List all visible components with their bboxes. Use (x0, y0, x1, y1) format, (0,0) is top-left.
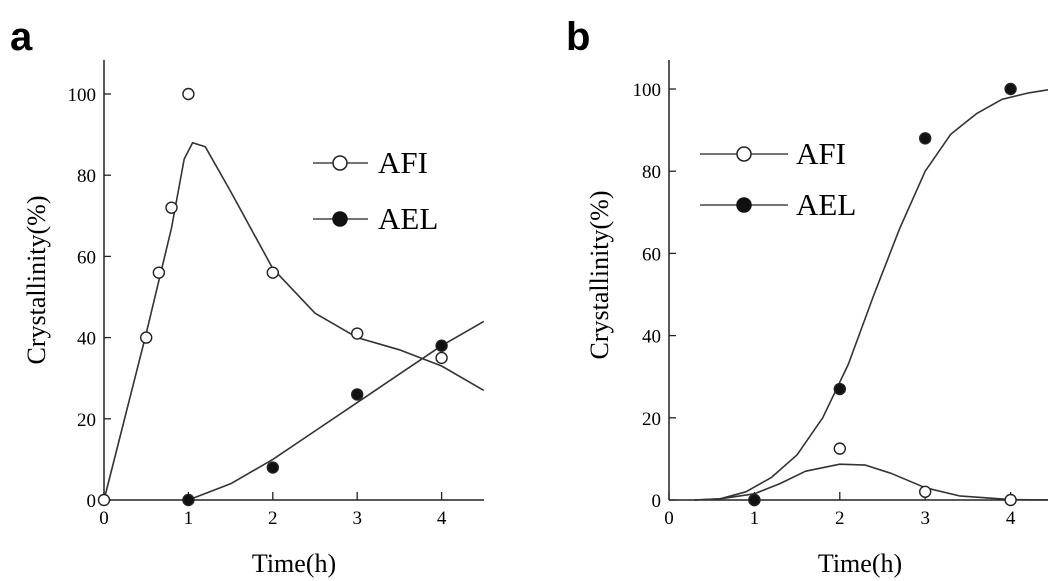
series-ael-point (919, 132, 932, 145)
x-tick-label: 0 (99, 508, 109, 529)
series-afi-point (139, 331, 153, 344)
panel-b-legend-afi: AFI (700, 136, 846, 171)
y-tick-label: 40 (642, 327, 661, 348)
panel-a-legend-afi-label: AFI (378, 145, 428, 180)
series-ael-point (182, 493, 195, 507)
panel-b-legend-afi-label: AFI (796, 136, 846, 171)
panel-b-y-axis-label: Crystallinity(%) (585, 191, 614, 360)
x-tick-label: 2 (835, 508, 845, 529)
panel-b-x-ticks: 0 1 2 3 4 (664, 492, 1016, 529)
series-ael-point (435, 339, 448, 352)
filled-circle-icon (332, 211, 348, 227)
series-afi-point (833, 442, 846, 455)
y-tick-label: 20 (77, 410, 96, 431)
panel-b-legend-ael-label: AEL (796, 187, 856, 222)
panel-b: b 0 1 2 3 4 0 20 40 60 80 100 Time(h) Crystallini… (566, 15, 1048, 578)
y-tick-label: 80 (77, 166, 96, 187)
series-afi-point (152, 266, 166, 279)
series-afi-point (182, 87, 195, 101)
panel-a-y-axis-label: Crystallinity(%) (22, 196, 51, 365)
y-tick-label: 100 (68, 85, 97, 106)
series-ael-point (833, 382, 846, 396)
panel-a-label: a (10, 15, 33, 59)
y-tick-label: 20 (642, 409, 661, 430)
panel-a-plot-area (97, 87, 485, 507)
open-circle-icon (332, 155, 348, 171)
open-circle-icon (736, 146, 752, 162)
series-afi-point (97, 493, 111, 507)
x-tick-label: 4 (1006, 508, 1016, 529)
x-tick-label: 1 (750, 508, 760, 529)
y-tick-label: 80 (642, 162, 661, 183)
series-ael-fit-line (694, 89, 1048, 501)
panel-b-legend-ael: AEL (700, 187, 856, 222)
series-ael-point (748, 493, 761, 507)
y-tick-label: 60 (642, 244, 661, 265)
y-tick-label: 40 (77, 329, 96, 350)
series-afi-point (165, 201, 178, 214)
panel-b-plot-area (694, 82, 1048, 507)
panel-b-label: b (566, 15, 590, 59)
panel-b-x-axis-label: Time(h) (818, 549, 902, 578)
y-tick-label: 0 (652, 491, 662, 512)
series-ael-point (1004, 82, 1017, 96)
x-tick-label: 1 (184, 508, 194, 529)
panel-a-legend: AFI AEL (313, 145, 438, 236)
series-afi-point (1004, 493, 1017, 507)
series-afi-point (435, 351, 448, 365)
x-tick-label: 4 (437, 508, 447, 529)
x-tick-label: 2 (268, 508, 278, 529)
panel-a-x-axis-label: Time(h) (252, 549, 336, 578)
y-tick-label: 60 (77, 247, 96, 268)
x-tick-label: 3 (920, 508, 930, 529)
series-afi-point (266, 266, 279, 279)
panel-a-y-ticks: 0 20 40 60 80 100 (68, 85, 111, 512)
panel-a: a 0 1 2 3 4 0 20 40 60 80 100 Time(h) Crystallini… (10, 15, 485, 578)
series-afi-fit-line (103, 141, 485, 501)
series-afi-point (919, 485, 932, 498)
panel-a-legend-ael: AEL (313, 201, 438, 236)
panel-a-legend-ael-label: AEL (378, 201, 438, 236)
panel-a-legend-afi: AFI (313, 145, 428, 180)
series-ael-point (266, 461, 279, 474)
x-tick-label: 0 (664, 508, 674, 529)
series-ael-fit-line (188, 320, 485, 501)
y-tick-label: 100 (633, 80, 662, 101)
panel-b-y-ticks: 0 20 40 60 80 100 (633, 80, 676, 512)
series-afi-fit-line (694, 463, 1048, 501)
x-tick-label: 3 (352, 508, 362, 529)
filled-circle-icon (736, 197, 752, 213)
y-tick-label: 0 (87, 491, 97, 512)
panel-b-legend: AFI AEL (700, 136, 856, 222)
panel-a-x-ticks: 0 1 2 3 4 (99, 492, 447, 529)
series-afi-point (351, 327, 364, 340)
series-ael-point (351, 388, 364, 401)
